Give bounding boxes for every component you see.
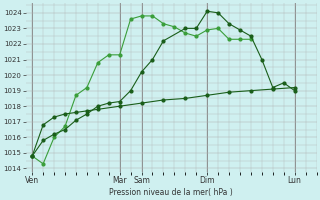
X-axis label: Pression niveau de la mer( hPa ): Pression niveau de la mer( hPa ): [109, 188, 233, 197]
